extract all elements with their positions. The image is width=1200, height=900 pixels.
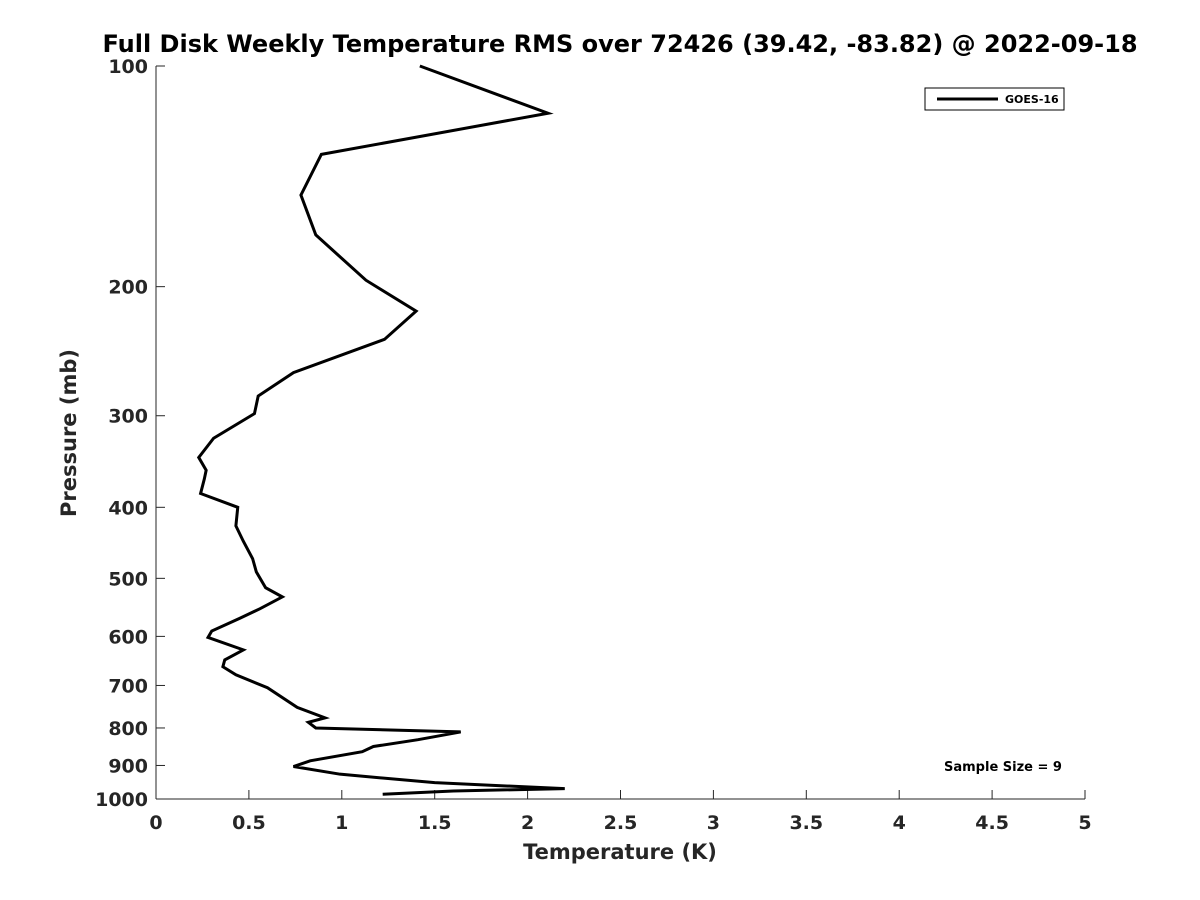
series-line-goes-16 [196,64,565,796]
x-tick-label: 0.5 [232,812,266,834]
y-tick-label: 800 [108,718,148,740]
x-tick-label: 1 [335,812,348,834]
x-tick-label: 0 [149,812,162,834]
y-tick-label: 400 [108,497,148,519]
y-tick-label: 300 [108,406,148,428]
x-axis-label: Temperature (K) [523,840,717,864]
y-tick-label: 700 [108,675,148,697]
chart-title: Full Disk Weekly Temperature RMS over 72… [102,30,1138,58]
legend-label: GOES-16 [1005,93,1059,106]
y-tick-label: 500 [108,568,148,590]
y-axis-label: Pressure (mb) [57,349,81,517]
x-tick-label: 3 [707,812,720,834]
y-tick-label: 600 [108,626,148,648]
x-tick-label: 2.5 [604,812,638,834]
sample-size-annotation: Sample Size = 9 [944,760,1062,775]
legend: GOES-16 [924,87,1065,111]
y-tick-label: 1000 [95,789,148,811]
x-tick-label: 5 [1078,812,1091,834]
y-tick-label: 200 [108,277,148,299]
axes: 0 0.5 1 1.5 2 2.5 3 3.5 4 4.5 5 100 200 300 400 500 600 7… [95,56,1092,834]
x-tick-label: 4 [893,812,906,834]
series-layer [196,64,565,796]
x-tick-label: 1.5 [418,812,452,834]
y-tick-label: 100 [108,56,148,78]
x-tick-label: 4.5 [975,812,1009,834]
x-tick-label: 3.5 [789,812,823,834]
x-tick-label: 2 [521,812,534,834]
y-tick-label: 900 [108,755,148,777]
